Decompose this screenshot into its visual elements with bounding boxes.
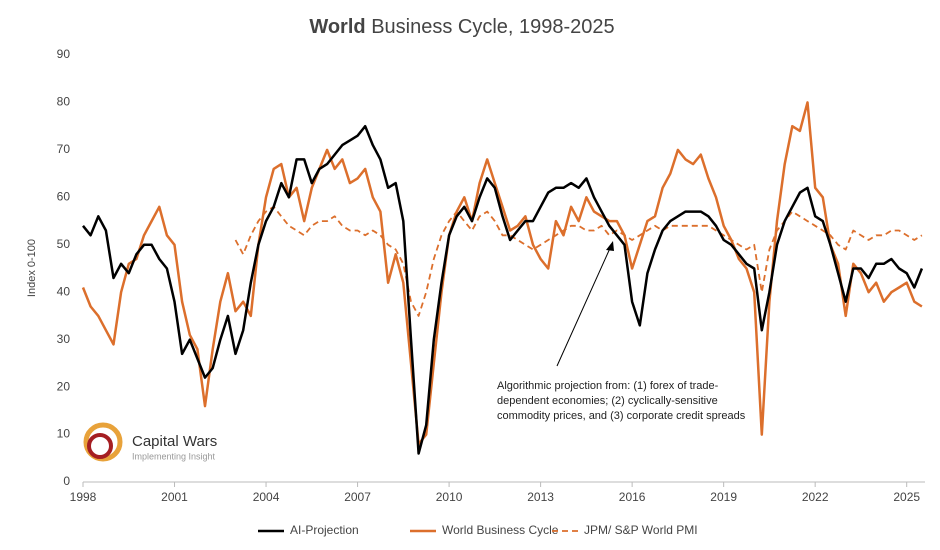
legend-label: World Business Cycle [442,523,559,537]
title-emphasis: World [309,16,365,38]
annotation-line: Algorithmic projection from: (1) forex o… [497,380,719,392]
logo-ring [87,433,113,459]
series-line [81,101,923,446]
x-tick-label: 2004 [253,490,280,504]
series-line [82,124,924,455]
y-tick-label: 10 [57,427,71,441]
y-tick-label: 90 [57,47,71,61]
x-tick-label: 1998 [70,490,97,504]
y-tick-label: 20 [57,379,71,393]
annotation-arrowhead [606,241,614,251]
y-tick-label: 60 [57,190,71,204]
x-tick-label: 2016 [619,490,646,504]
y-axis-label: Index 0-100 [26,239,38,297]
x-tick-label: 2013 [527,490,554,504]
y-tick-label: 50 [57,237,71,251]
series-line [234,205,923,317]
title-rest: Business Cycle, 1998-2025 [371,16,614,38]
y-tick-label: 80 [57,95,71,109]
x-tick-label: 2007 [344,490,371,504]
logo-tagline: Implementing Insight [132,451,216,461]
y-tick-label: 70 [57,142,71,156]
annotation-arrow [556,245,612,367]
y-tick-label: 30 [57,332,71,346]
legend-label: JPM/ S&P World PMI [584,523,698,537]
x-tick-label: 2022 [802,490,829,504]
annotation: Algorithmic projection from: (1) forex o… [497,380,746,422]
logo-name: Capital Wars [132,433,217,450]
chart-title: World Business Cycle, 1998-2025 [309,16,614,38]
x-tick-label: 2019 [710,490,737,504]
logo: Capital Wars Implementing Insight [83,422,217,462]
y-tick-label: 40 [57,284,71,298]
legend-label: AI-Projection [290,523,359,537]
x-tick-label: 2025 [893,490,920,504]
x-tick-label: 2001 [161,490,188,504]
logo-ring [83,422,123,462]
annotation-line: commodity prices, and (3) corporate cred… [497,410,746,422]
x-tick-label: 2010 [436,490,463,504]
annotation-line: dependent economies; (2) cyclically-sens… [497,395,718,407]
y-tick-label: 0 [63,474,70,488]
